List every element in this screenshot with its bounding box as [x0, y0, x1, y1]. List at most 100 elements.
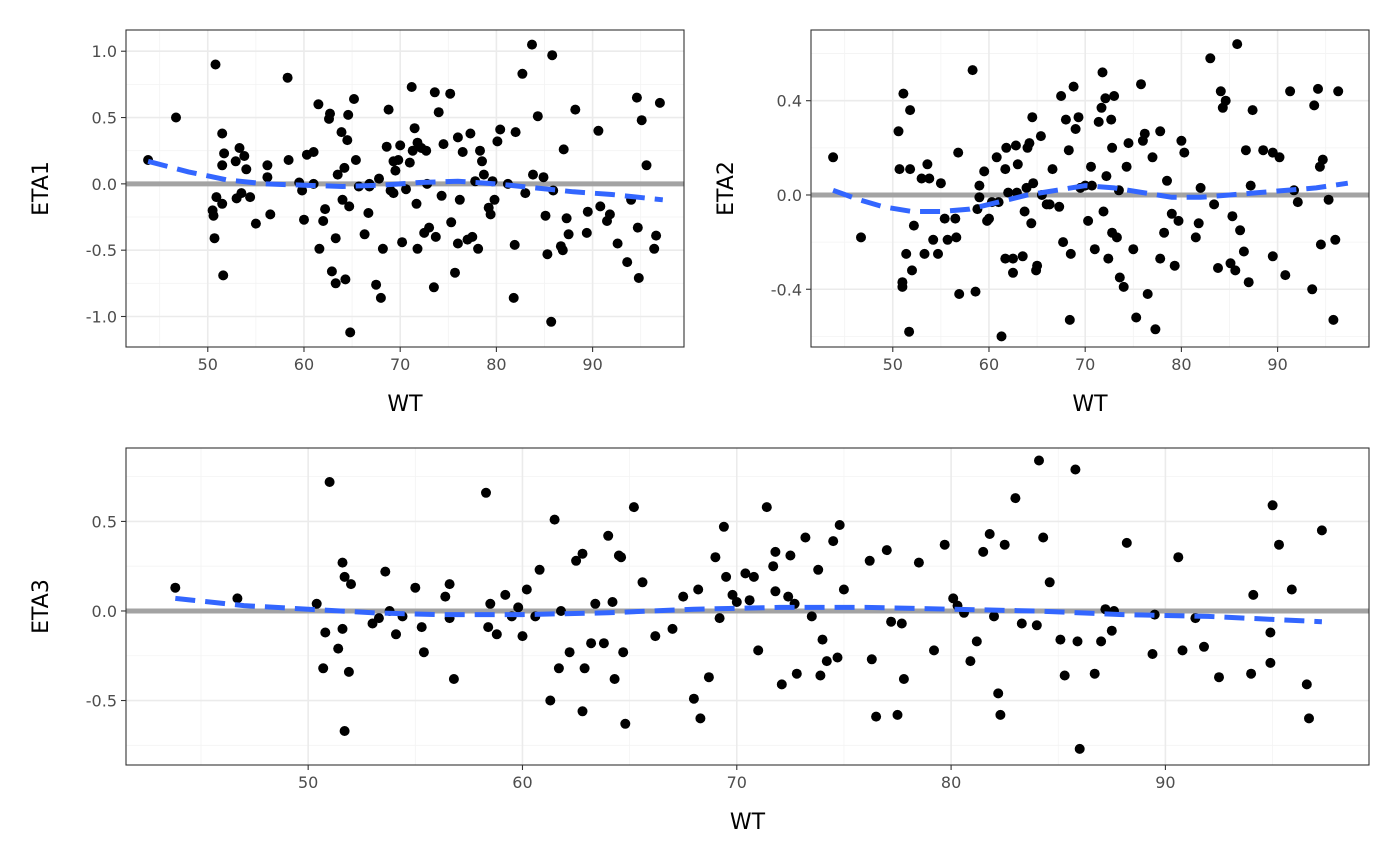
p3-data-point: [813, 564, 824, 575]
p1-data-point: [467, 231, 478, 242]
p3-data-point: [768, 561, 779, 572]
p3-data-point: [232, 593, 243, 604]
p2-data-point: [919, 248, 930, 259]
p2-data-point: [1285, 86, 1296, 97]
p3-data-point: [1214, 672, 1224, 683]
p1-data-point: [651, 230, 662, 241]
p1-data-point: [377, 243, 388, 254]
p3-data-point: [620, 718, 631, 729]
p3-data-point: [650, 631, 661, 642]
p1-data-point: [429, 87, 440, 98]
p1-data-point: [436, 190, 447, 201]
p1-data-point: [320, 204, 331, 215]
p3-data-point: [695, 713, 706, 724]
p2-data-point: [1159, 227, 1170, 238]
p3-data-point: [1316, 525, 1327, 536]
p1-data-point: [528, 169, 538, 180]
p3-data-point: [791, 668, 802, 679]
p2-data-point: [942, 234, 953, 245]
p2-data-point: [1193, 218, 1204, 229]
p3-data-point: [448, 674, 459, 684]
p2-data-point: [905, 105, 916, 116]
p3-data-point: [753, 645, 764, 656]
p2-data-point: [928, 234, 939, 245]
p2-data-point: [1063, 145, 1074, 156]
p3-data-point: [170, 582, 181, 593]
p3-data-point: [343, 666, 354, 677]
p1-y-axis-title: ETA1: [29, 161, 54, 216]
p2-data-point: [1001, 142, 1012, 153]
p3-data-point: [896, 618, 907, 629]
p3-data-point: [346, 579, 356, 590]
p3-data-point: [770, 546, 781, 557]
p3-data-point: [1010, 493, 1021, 504]
p2-data-point: [908, 220, 919, 231]
p3-data-point: [999, 539, 1010, 550]
p3-data-point: [721, 571, 732, 582]
p1-data-point: [262, 172, 273, 183]
p1-data-point: [478, 169, 489, 180]
p3-data-point: [995, 709, 1006, 720]
p1-data-point: [211, 192, 222, 203]
p3-data-point: [607, 597, 618, 607]
p3-data-point: [710, 552, 721, 563]
p3-data-point: [815, 670, 826, 681]
p3-data-point: [1246, 668, 1257, 679]
p2-data-point: [1166, 208, 1177, 219]
p1-data-point: [297, 185, 308, 196]
p1-data-point: [582, 206, 593, 217]
p2-data-point: [1162, 175, 1172, 186]
p1-data-point: [654, 97, 665, 108]
p3-data-point: [1248, 589, 1259, 600]
p3-data-point: [948, 593, 959, 604]
p3-data-point: [929, 645, 939, 656]
p1-data-point: [363, 208, 374, 218]
p1-data-point: [557, 245, 568, 256]
p1-data-point: [433, 107, 444, 118]
p1-data-point: [371, 279, 382, 290]
p2-data-point: [1317, 154, 1328, 165]
p2-data-point: [1315, 239, 1326, 250]
p2-data-point: [901, 248, 912, 259]
eta3-vs-wt-panel: 50 60 70 80 90 -0.5 0.0 0.5 WT ETA3: [29, 447, 1370, 835]
p2-data-point: [1032, 260, 1043, 271]
p1-data-point: [424, 222, 435, 233]
p2-data-point: [1220, 95, 1231, 106]
p3-data-point: [637, 577, 648, 588]
p1-data-point: [381, 141, 392, 152]
p2-data-point: [1106, 114, 1117, 125]
p3-data-point: [978, 546, 989, 557]
p2-y-tick-label: -0.4: [771, 280, 802, 299]
p3-data-point: [714, 613, 725, 624]
p1-data-point: [401, 184, 411, 195]
p2-data-point: [974, 180, 985, 191]
p2-data-point: [984, 213, 994, 224]
p3-data-point: [1089, 668, 1100, 679]
p2-data-point: [1024, 138, 1035, 149]
p1-data-point: [477, 156, 487, 167]
p3-y-axis-title: ETA3: [29, 579, 54, 634]
p1-data-point: [330, 233, 341, 244]
p2-data-point: [1258, 145, 1269, 156]
p1-data-point: [283, 155, 294, 165]
p2-data-point: [1101, 171, 1112, 182]
p1-data-point: [326, 266, 337, 277]
p1-data-point: [407, 145, 418, 156]
p1-data-point: [234, 143, 245, 153]
p2-data-point: [1096, 102, 1107, 113]
p3-data-point: [603, 530, 614, 541]
p1-data-point: [558, 144, 569, 155]
p2-data-point: [1026, 218, 1037, 229]
p2-data-point: [1215, 86, 1226, 97]
p3-data-point: [761, 502, 772, 513]
p3-data-point: [586, 638, 597, 649]
p3-data-point: [534, 564, 545, 575]
p2-data-point: [1190, 232, 1201, 243]
p3-x-tick-label: 70: [727, 773, 747, 792]
p2-data-point: [1058, 237, 1069, 248]
p3-data-point: [579, 663, 590, 674]
p3-data-point: [783, 591, 794, 602]
p3-data-point: [1038, 532, 1049, 543]
p3-data-point: [380, 566, 391, 577]
p3-data-point: [337, 557, 348, 568]
